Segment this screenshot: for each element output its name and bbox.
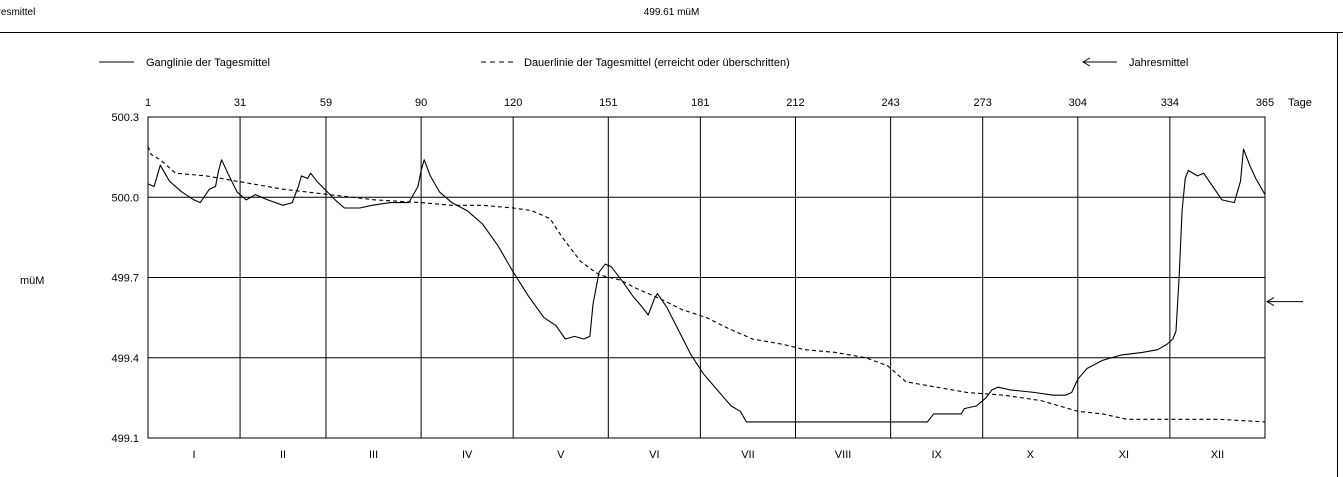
series-lines bbox=[147, 146, 1266, 423]
legend-arrow-label: Jahresmittel bbox=[1129, 57, 1188, 69]
x-tick-label: 120 bbox=[504, 97, 522, 109]
y-tick-label: 499.4 bbox=[111, 353, 139, 365]
daily-mean-line bbox=[147, 148, 1266, 423]
header-mean-value: 499.61 müM bbox=[643, 7, 700, 18]
x-tick-label: 151 bbox=[599, 97, 617, 109]
month-label: IX bbox=[931, 449, 942, 461]
x-tick-labels: 1 31 59 90 120 151 181 212 243 273 304 334 365 bbox=[145, 97, 1274, 109]
y-tick-labels: 499.1 499.4 499.7 500.0 500.3 bbox=[111, 112, 139, 445]
y-tick-label: 500.0 bbox=[111, 192, 139, 204]
y-tick-label: 499.7 bbox=[111, 273, 139, 285]
month-label: VI bbox=[649, 449, 659, 461]
x-tick-label: 212 bbox=[786, 97, 804, 109]
x-tick-label: 59 bbox=[320, 97, 332, 109]
month-label: XI bbox=[1119, 449, 1129, 461]
legend-solid-label: Ganglinie der Tagesmittel bbox=[146, 57, 270, 69]
month-label: XII bbox=[1211, 449, 1224, 461]
month-label: X bbox=[1027, 449, 1035, 461]
x-tick-label: 1 bbox=[145, 97, 151, 109]
x-tick-label: 304 bbox=[1069, 97, 1087, 109]
x-tick-label: 334 bbox=[1161, 97, 1179, 109]
x-tick-label: 243 bbox=[881, 97, 899, 109]
grid bbox=[147, 116, 1266, 439]
month-label: I bbox=[192, 449, 195, 461]
legend: Ganglinie der Tagesmittel Dauerlinie der… bbox=[99, 57, 1188, 69]
frame-right-border bbox=[1337, 32, 1338, 477]
month-label: II bbox=[280, 449, 286, 461]
month-label: IV bbox=[462, 449, 473, 461]
month-labels: I II III IV V VI VII VIII IX X XI XII bbox=[192, 449, 1224, 461]
header-left-text: hresmittel bbox=[0, 7, 36, 18]
duration-curve-line bbox=[147, 146, 1266, 423]
y-tick-label: 499.1 bbox=[111, 433, 139, 445]
x-tick-label: 365 bbox=[1256, 97, 1274, 109]
y-tick-label: 500.3 bbox=[111, 112, 139, 124]
legend-arrow-icon bbox=[1081, 57, 1117, 67]
header-divider bbox=[0, 32, 1343, 33]
legend-dashed-label: Dauerlinie der Tagesmittel (erreicht ode… bbox=[524, 57, 790, 69]
y-axis-label: müM bbox=[20, 275, 44, 287]
x-tick-label: 90 bbox=[415, 97, 427, 109]
annual-mean-arrow-head bbox=[1265, 297, 1275, 307]
x-unit-label: Tage bbox=[1288, 97, 1312, 109]
x-tick-label: 181 bbox=[691, 97, 709, 109]
x-tick-label: 273 bbox=[974, 97, 992, 109]
month-label: VIII bbox=[835, 449, 852, 461]
month-label: VII bbox=[741, 449, 754, 461]
x-tick-label: 31 bbox=[234, 97, 246, 109]
month-label: V bbox=[557, 449, 565, 461]
annual-mean-arrow-icon bbox=[1265, 297, 1303, 307]
month-label: III bbox=[369, 449, 378, 461]
